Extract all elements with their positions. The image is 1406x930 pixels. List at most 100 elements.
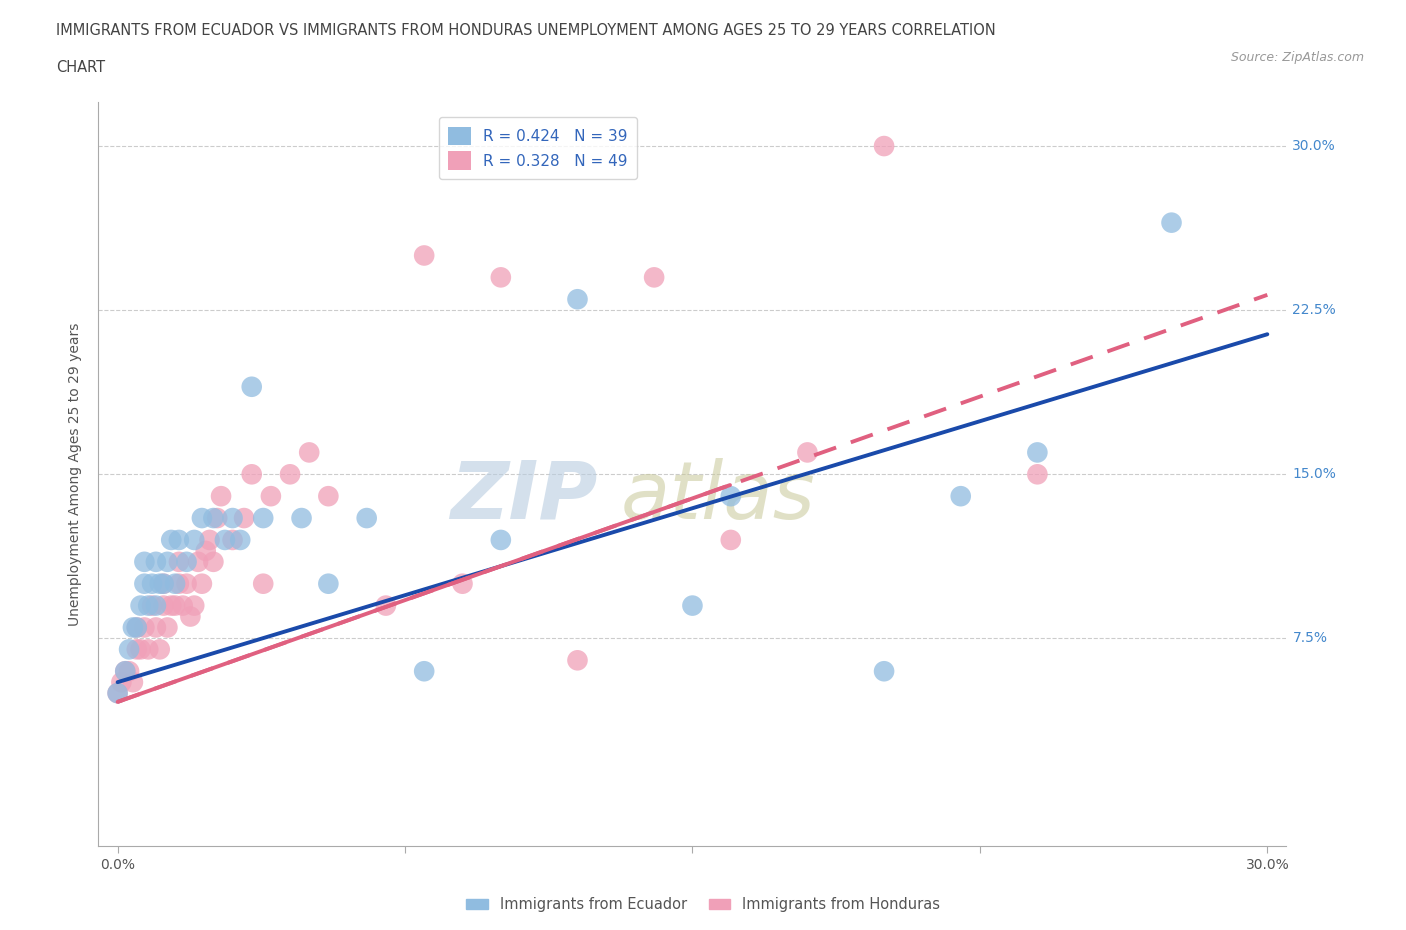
Point (167, 533, 190, 548)
Point (114, 664, 136, 679)
Point (114, 664, 136, 679)
Point (107, 685, 129, 700)
Point (118, 664, 141, 679)
Point (160, 598, 183, 613)
Text: ZIP: ZIP (450, 458, 598, 536)
Point (122, 675, 145, 690)
Text: 15.0%: 15.0% (1292, 467, 1336, 482)
Point (176, 577, 198, 591)
Point (567, 292, 589, 307)
Point (252, 511, 274, 525)
Point (229, 533, 252, 548)
Point (125, 620, 148, 635)
Point (134, 554, 156, 569)
Point (489, 533, 512, 548)
Point (122, 620, 145, 635)
Point (107, 685, 129, 700)
Point (202, 554, 225, 569)
Text: Source: ZipAtlas.com: Source: ZipAtlas.com (1230, 51, 1364, 64)
Point (145, 620, 167, 635)
Point (152, 577, 174, 591)
Point (191, 511, 214, 525)
Point (172, 598, 194, 613)
Point (221, 511, 243, 525)
Point (187, 554, 209, 569)
Text: 22.5%: 22.5% (1292, 303, 1336, 317)
Point (149, 577, 172, 591)
Text: CHART: CHART (56, 60, 105, 75)
Point (160, 533, 183, 548)
Point (489, 270, 512, 285)
Point (134, 577, 156, 591)
Point (356, 511, 378, 525)
Text: IMMIGRANTS FROM ECUADOR VS IMMIGRANTS FROM HONDURAS UNEMPLOYMENT AMONG AGES 25 T: IMMIGRANTS FROM ECUADOR VS IMMIGRANTS FR… (56, 23, 995, 38)
Point (179, 609, 201, 624)
Point (233, 511, 256, 525)
Point (567, 653, 589, 668)
Point (1026, 445, 1049, 459)
Legend: Immigrants from Ecuador, Immigrants from Honduras: Immigrants from Ecuador, Immigrants from… (460, 891, 946, 918)
Point (176, 554, 198, 569)
Point (125, 620, 148, 635)
Point (643, 270, 665, 285)
Text: atlas: atlas (621, 458, 815, 536)
Point (129, 642, 152, 657)
Point (318, 577, 340, 591)
Point (240, 467, 263, 482)
Point (451, 577, 474, 591)
Point (183, 598, 205, 613)
Point (252, 577, 274, 591)
Point (209, 489, 232, 504)
Point (214, 533, 236, 548)
Point (141, 577, 163, 591)
Point (125, 642, 148, 657)
Point (720, 489, 742, 504)
Point (873, 664, 896, 679)
Point (110, 675, 132, 690)
Point (141, 598, 163, 613)
Point (136, 598, 159, 613)
Point (167, 577, 190, 591)
Point (873, 139, 896, 153)
Point (165, 577, 187, 591)
Point (145, 598, 167, 613)
Point (1026, 467, 1049, 482)
Point (1160, 215, 1182, 230)
Point (796, 445, 818, 459)
Point (298, 445, 321, 459)
Legend: R = 0.424   N = 39, R = 0.328   N = 49: R = 0.424 N = 39, R = 0.328 N = 49 (439, 117, 637, 179)
Point (278, 467, 301, 482)
Point (191, 577, 214, 591)
Point (413, 664, 436, 679)
Point (949, 489, 972, 504)
Point (720, 533, 742, 548)
Point (682, 598, 704, 613)
Point (194, 543, 217, 558)
Y-axis label: Unemployment Among Ages 25 to 29 years: Unemployment Among Ages 25 to 29 years (69, 323, 83, 626)
Point (149, 642, 172, 657)
Point (136, 642, 159, 657)
Point (205, 511, 228, 525)
Point (156, 620, 179, 635)
Point (198, 533, 221, 548)
Text: 30.0%: 30.0% (1292, 140, 1336, 153)
Point (202, 511, 225, 525)
Point (145, 554, 167, 569)
Point (413, 248, 436, 263)
Point (134, 620, 156, 635)
Point (260, 489, 283, 504)
Point (290, 511, 312, 525)
Point (129, 598, 152, 613)
Text: 7.5%: 7.5% (1292, 631, 1327, 645)
Point (152, 598, 174, 613)
Point (118, 642, 141, 657)
Point (167, 554, 190, 569)
Point (165, 598, 187, 613)
Point (318, 489, 340, 504)
Point (240, 379, 263, 394)
Point (221, 533, 243, 548)
Point (374, 598, 396, 613)
Point (183, 533, 205, 548)
Point (156, 554, 179, 569)
Point (152, 577, 174, 591)
